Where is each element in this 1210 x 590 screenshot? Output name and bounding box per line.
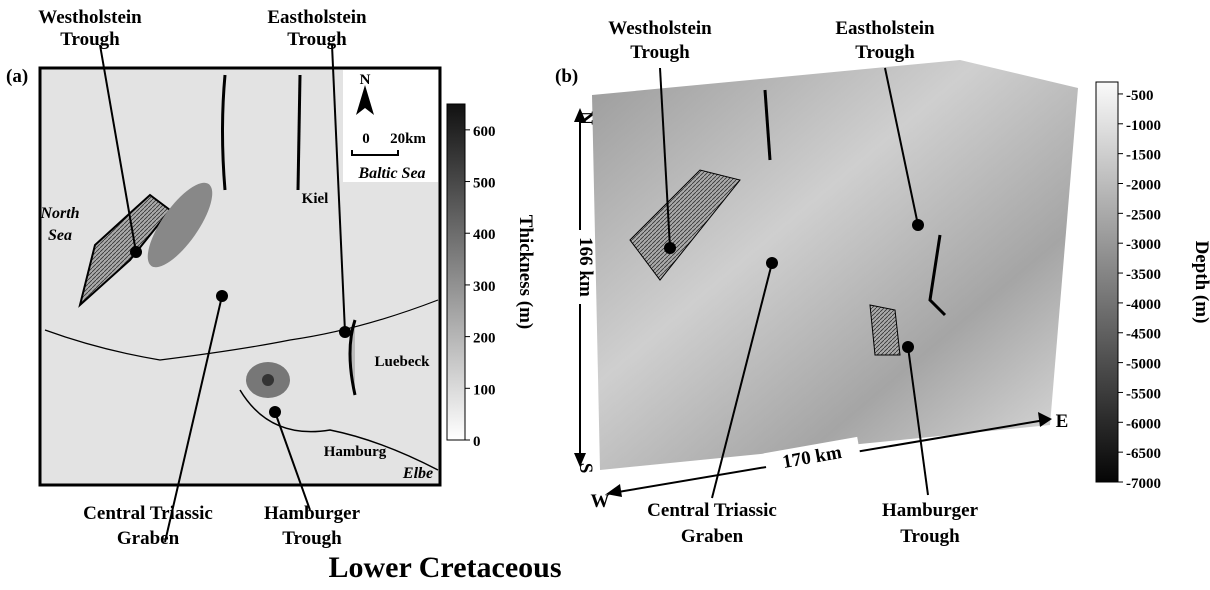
panel-tag: (b): [555, 66, 578, 87]
caption: Lower Cretaceous: [329, 551, 562, 584]
callout-label: Graben: [117, 528, 180, 549]
colorbar-tick-label: -4000: [1126, 297, 1161, 313]
map-label: Kiel: [302, 191, 329, 207]
colorbar-tick-label: -500: [1126, 88, 1154, 104]
map-label: Elbe: [402, 465, 433, 482]
callout-label: Central Triassic: [83, 503, 213, 524]
colorbar-tick-label: -3500: [1126, 267, 1161, 283]
trough-outline: [298, 75, 300, 190]
colorbar-label: Depth (m): [1191, 241, 1210, 324]
callout-label: Eastholstein: [267, 7, 367, 28]
callout-label: Trough: [282, 528, 342, 549]
map-label: N: [360, 72, 371, 88]
colorbar: [447, 104, 465, 440]
panel-b: (b) N S 166 km W E 170 km Westholstein T…: [555, 18, 1210, 547]
colorbar-tick-label: 600: [473, 124, 496, 140]
panel-tag: (a): [6, 66, 28, 87]
colorbar-tick-label: 300: [473, 279, 496, 295]
callout-label: Westholstein: [38, 7, 142, 28]
map-label: North: [39, 205, 79, 222]
direction-label: N: [575, 111, 596, 125]
thickness-blob: [262, 374, 274, 386]
map-label: Sea: [48, 227, 72, 244]
colorbar-tick-label: -6000: [1126, 416, 1161, 432]
colorbar-tick-label: 200: [473, 331, 496, 347]
colorbar-tick-label: -5500: [1126, 386, 1161, 402]
map-label: Hamburg: [324, 444, 387, 460]
map-label: Baltic Sea: [357, 165, 425, 182]
callout-dot: [912, 219, 924, 231]
colorbar-tick-label: 500: [473, 176, 496, 192]
colorbar-tick-label: -4500: [1126, 327, 1161, 343]
map-label: 0: [362, 131, 370, 147]
callout-label: Graben: [681, 526, 744, 547]
callout-label: Westholstein: [608, 18, 712, 39]
callout-label: Trough: [900, 526, 960, 547]
callout-dot: [766, 257, 778, 269]
colorbar-tick-label: 400: [473, 227, 496, 243]
callout-label: Eastholstein: [835, 18, 935, 39]
colorbar-tick-label: 100: [473, 382, 496, 398]
colorbar-tick-label: -2500: [1126, 207, 1161, 223]
callout-dot: [216, 290, 228, 302]
callout-dot: [269, 406, 281, 418]
colorbar-tick-label: -6500: [1126, 446, 1161, 462]
trough-outline: [870, 305, 900, 355]
callout-label: Trough: [630, 42, 690, 63]
callout-label: Central Triassic: [647, 500, 777, 521]
figure: (a) N 0 20km Baltic Sea North Sea Kiel L…: [0, 0, 1210, 585]
colorbar-tick-label: -1000: [1126, 118, 1161, 134]
colorbar-tick-label: -3000: [1126, 237, 1161, 253]
colorbar-tick-label: -5000: [1126, 357, 1161, 373]
colorbar-label: Thickness (m): [515, 215, 536, 330]
direction-label: W: [591, 491, 610, 512]
map-label: 20km: [390, 131, 426, 147]
callout-dot: [339, 326, 351, 338]
callout-label: Hamburger: [882, 500, 979, 521]
colorbar-tick-label: -2000: [1126, 177, 1161, 193]
colorbar-tick-label: -7000: [1126, 476, 1161, 492]
dimension-label: 166 km: [575, 237, 596, 297]
colorbar-tick-label: 0: [473, 434, 481, 450]
callout-dot: [664, 242, 676, 254]
callout-dot: [130, 246, 142, 258]
callout-label: Trough: [855, 42, 915, 63]
callout-label: Hamburger: [264, 503, 361, 524]
callout-dot: [902, 341, 914, 353]
direction-label: E: [1056, 411, 1069, 432]
callout-label: Trough: [60, 29, 120, 50]
map-label: Luebeck: [374, 354, 430, 370]
direction-label: S: [575, 463, 596, 474]
panel-a: (a) N 0 20km Baltic Sea North Sea Kiel L…: [6, 7, 536, 549]
callout-label: Trough: [287, 29, 347, 50]
colorbar-tick-label: -1500: [1126, 148, 1161, 164]
colorbar: [1096, 82, 1118, 482]
